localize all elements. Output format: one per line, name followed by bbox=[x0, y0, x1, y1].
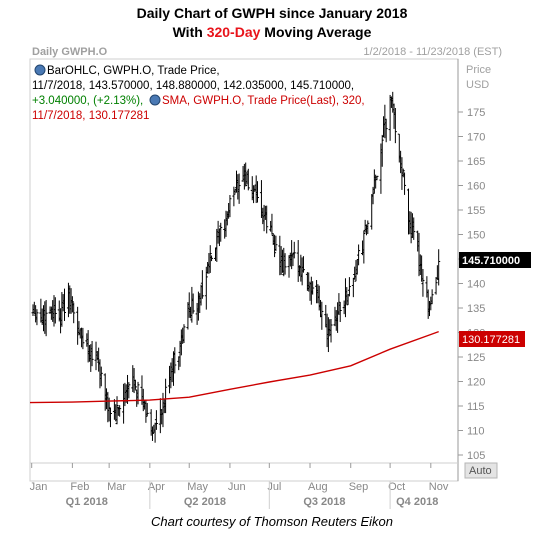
y-tick-label: 160 bbox=[467, 181, 485, 193]
subtitle-highlight: 320-Day bbox=[206, 24, 261, 40]
legend-sma-line2: 11/7/2018, 130.177281 bbox=[32, 110, 149, 122]
y-tick-label: 175 bbox=[467, 107, 485, 119]
y-tick-label: 150 bbox=[467, 230, 485, 242]
y-axis-title-price: Price bbox=[466, 64, 491, 76]
y-tick-label: 105 bbox=[467, 450, 485, 462]
x-quarter-label: Q4 2018 bbox=[396, 496, 438, 508]
y-tick-label: 115 bbox=[467, 401, 485, 413]
panel-name: Daily GWPH.O bbox=[32, 46, 108, 58]
sma-series-icon[interactable] bbox=[149, 94, 161, 106]
x-month-label: Apr bbox=[148, 481, 165, 493]
y-tick-label: 135 bbox=[467, 303, 485, 315]
x-month-label: Jul bbox=[267, 481, 281, 493]
x-month-label: Sep bbox=[349, 481, 369, 493]
x-quarter-label: Q1 2018 bbox=[66, 496, 108, 508]
legend: BarOHLC, GWPH.O, Trade Price, 11/7/2018,… bbox=[32, 64, 365, 122]
auto-label: Auto bbox=[469, 465, 492, 477]
sma-value-label: 130.177281 bbox=[462, 334, 520, 346]
y-tick-label: 120 bbox=[467, 377, 485, 389]
date-range: 1/2/2018 - 11/23/2018 (EST) bbox=[363, 46, 502, 58]
y-tick-label: 165 bbox=[467, 156, 485, 168]
y-tick-label: 110 bbox=[467, 426, 485, 438]
x-month-label: Jan bbox=[30, 481, 48, 493]
x-quarter-label: Q2 2018 bbox=[184, 496, 226, 508]
y-tick-label: 125 bbox=[467, 352, 485, 364]
x-quarter-label: Q3 2018 bbox=[303, 496, 345, 508]
x-month-label: May bbox=[187, 481, 208, 493]
x-month-label: Mar bbox=[107, 481, 126, 493]
sma-value-tag: 130.177281 bbox=[459, 331, 525, 347]
x-axis-ticks: Jan Feb Mar Apr May Jun Jul Aug Sep Oct Nov Q1 2018… bbox=[30, 463, 449, 509]
legend-sma-line1: SMA, GWPH.O, Trade Price(Last), 320, bbox=[162, 95, 365, 107]
subtitle-prefix: With bbox=[172, 24, 207, 40]
y-tick-label: 140 bbox=[467, 279, 485, 291]
y-axis-title-usd: USD bbox=[466, 79, 489, 91]
legend-bar-line1: BarOHLC, GWPH.O, Trade Price, bbox=[47, 65, 220, 77]
x-month-label: Jun bbox=[228, 481, 246, 493]
y-tick-label: 155 bbox=[467, 205, 485, 217]
last-price-tag: 145.710000 bbox=[459, 252, 531, 268]
ohlc-bars bbox=[31, 91, 441, 443]
sma-line-group bbox=[29, 330, 439, 404]
bar-series-icon[interactable] bbox=[34, 64, 46, 76]
y-tick-label: 170 bbox=[467, 132, 485, 144]
x-month-label: Aug bbox=[308, 481, 328, 493]
x-month-label: Nov bbox=[429, 481, 449, 493]
auto-scale-button[interactable]: Auto bbox=[464, 462, 498, 479]
legend-bar-change: +3.040000, (+2.13%), bbox=[32, 95, 143, 107]
y-axis-ticks: 1051101151201251301351401451501551601651… bbox=[458, 107, 485, 462]
legend-bar-line2: 11/7/2018, 143.570000, 148.880000, 142.0… bbox=[32, 80, 354, 92]
sma-line bbox=[29, 330, 439, 404]
last-price-label: 145.710000 bbox=[462, 255, 520, 267]
chart-credit: Chart courtesy of Thomson Reuters Eikon bbox=[150, 514, 394, 529]
chart-title: Daily Chart of GWPH since January 2018 bbox=[136, 5, 408, 21]
x-month-label: Oct bbox=[388, 481, 405, 493]
subtitle-suffix: Moving Average bbox=[260, 24, 372, 40]
chart-subtitle: With 320-Day Moving Average bbox=[0, 24, 544, 40]
x-month-label: Feb bbox=[70, 481, 89, 493]
